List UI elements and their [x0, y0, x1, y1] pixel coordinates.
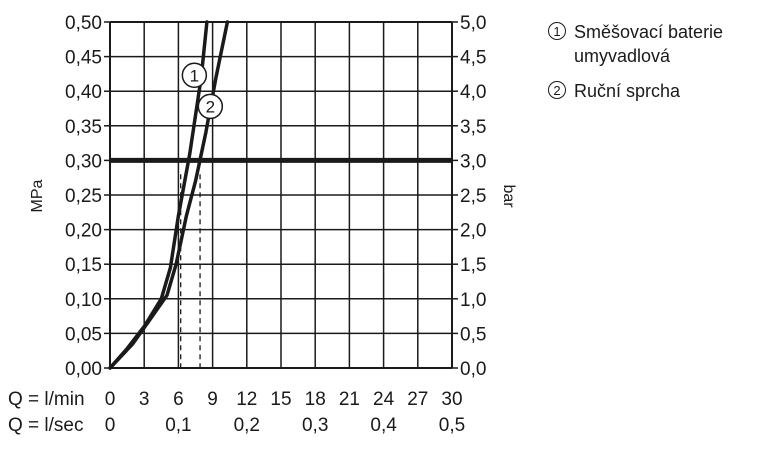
y-tick-label-right: 3,0	[460, 151, 486, 172]
legend-number: 1	[548, 22, 566, 40]
y-tick-label-right: 0,0	[460, 359, 486, 380]
y-tick-label-left: 0,45	[65, 48, 102, 69]
legend-item: 2 Ruční sprcha	[548, 79, 778, 103]
x-tick-label-lmin: 12	[236, 389, 257, 410]
x-tick-label-lsec: 0,5	[439, 415, 465, 436]
y-axis-right-label: bar	[500, 184, 517, 208]
y-tick-label-right: 4,5	[460, 48, 486, 69]
x-tick-label-lmin: 6	[173, 389, 184, 410]
y-tick-label-left: 0,05	[65, 324, 102, 345]
x-tick-label-lmin: 0	[105, 389, 116, 410]
pressure-flow-chart: 12 0,000,050,100,150,200,250,300,350,400…	[8, 13, 517, 436]
legend-label: Ruční sprcha	[574, 81, 681, 101]
y-tick-label-right: 2,5	[460, 186, 486, 207]
tick-labels: 0,000,050,100,150,200,250,300,350,400,45…	[65, 13, 486, 436]
x-tick-label-lsec: 0,1	[165, 415, 191, 436]
y-tick-label-left: 0,30	[65, 151, 102, 172]
curve-markers: 12	[181, 62, 224, 120]
legend: 1 Směšovací baterie umyvadlová 2 Ruční s…	[548, 20, 778, 114]
x-tick-label-lmin: 15	[270, 389, 291, 410]
x-tick-label-lmin: 30	[441, 389, 462, 410]
y-tick-label-right: 3,5	[460, 117, 486, 138]
y-tick-label-right: 1,0	[460, 290, 486, 311]
legend-item: 1 Směšovací baterie umyvadlová	[548, 20, 778, 68]
x-tick-label-lsec: 0,3	[302, 415, 328, 436]
y-tick-label-right: 5,0	[460, 13, 486, 34]
y-tick-label-left: 0,25	[65, 186, 102, 207]
curve-marker-circle	[197, 93, 224, 120]
x-tick-label-lmin: 21	[339, 389, 360, 410]
y-tick-label-left: 0,35	[65, 117, 102, 138]
y-tick-label-left: 0,10	[65, 290, 102, 311]
y-tick-label-right: 1,5	[460, 255, 486, 276]
y-tick-label-right: 2,0	[460, 221, 486, 242]
y-tick-label-left: 0,15	[65, 255, 102, 276]
y-tick-label-right: 0,5	[460, 324, 486, 345]
y-tick-label-right: 4,0	[460, 82, 486, 103]
curve-marker-circle	[181, 62, 208, 89]
y-tick-label-left: 0,50	[65, 13, 102, 34]
x-tick-label-lmin: 27	[407, 389, 428, 410]
y-tick-label-left: 0,20	[65, 221, 102, 242]
x-tick-label-lmin: 3	[139, 389, 150, 410]
y-axis-left-label: MPa	[29, 179, 46, 212]
x-axis-lsec-label: Q = l/sec	[8, 415, 84, 436]
x-tick-label-lmin: 18	[305, 389, 326, 410]
x-tick-label-lsec: 0,2	[234, 415, 260, 436]
x-tick-label-lmin: 24	[373, 389, 395, 410]
curve-marker-label: 1	[190, 66, 199, 85]
curve-marker-label: 2	[206, 97, 215, 116]
x-tick-label-lmin: 9	[207, 389, 218, 410]
y-tick-label-left: 0,40	[65, 82, 102, 103]
legend-number: 2	[548, 81, 566, 99]
legend-label: Směšovací baterie umyvadlová	[574, 22, 724, 66]
y-tick-label-left: 0,00	[65, 359, 102, 380]
chart-grid	[104, 21, 458, 369]
x-axis-lmin-label: Q = l/min	[8, 389, 85, 410]
x-tick-label-lsec: 0,4	[370, 415, 397, 436]
x-tick-label-lsec: 0	[105, 415, 116, 436]
